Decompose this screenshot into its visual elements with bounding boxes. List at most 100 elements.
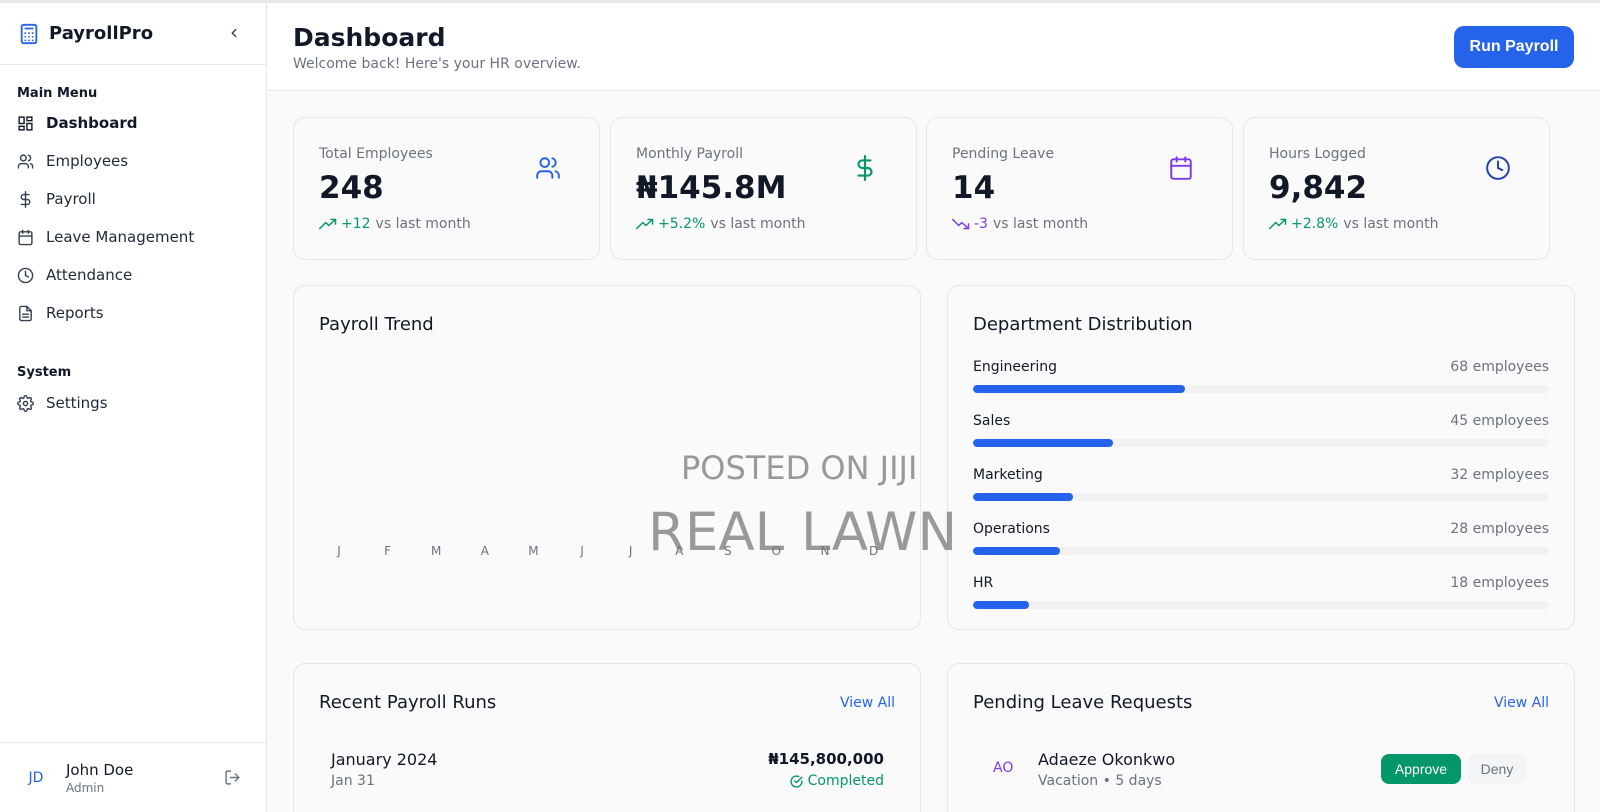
department-distribution-panel: Department Distribution Engineering 68 em… xyxy=(947,285,1575,630)
progress-fill xyxy=(973,547,1061,555)
stat-trend-text: vs last month xyxy=(710,216,806,232)
panel-title: Payroll Trend xyxy=(319,314,434,335)
stat-label: Hours Logged xyxy=(1269,146,1366,162)
department-row: Operations 28 employees xyxy=(973,521,1549,561)
check-circle-icon xyxy=(790,774,803,788)
gear-icon xyxy=(17,394,34,412)
month-label: J xyxy=(337,544,341,558)
stat-delta: +2.8% xyxy=(1291,216,1339,232)
user-info: John Doe Admin xyxy=(66,761,133,795)
panel-title: Recent Payroll Runs xyxy=(319,692,497,713)
stat-value: 9,842 xyxy=(1269,170,1368,206)
progress-track xyxy=(973,439,1549,447)
stat-card-pending-leave: Pending Leave 14 -3 vs last month xyxy=(926,117,1233,260)
sidebar-item-leave-management[interactable]: Leave Management xyxy=(0,220,266,254)
trending-down-icon xyxy=(952,218,970,230)
stat-value: 248 xyxy=(319,170,384,206)
month-label: N xyxy=(820,544,830,558)
top-border xyxy=(0,0,1600,3)
calculator-icon xyxy=(18,23,40,45)
stat-value: ₦145.8M xyxy=(636,170,787,206)
clock-icon xyxy=(17,267,34,284)
deny-button[interactable]: Deny xyxy=(1468,754,1526,784)
calendar-icon xyxy=(1168,155,1194,181)
month-label: M xyxy=(431,544,442,558)
sidebar-item-attendance[interactable]: Attendance xyxy=(0,258,266,292)
sidebar-item-payroll[interactable]: Payroll xyxy=(0,182,266,216)
stat-card-hours-logged: Hours Logged 9,842 +2.8% vs last month xyxy=(1243,117,1550,260)
logout-icon[interactable] xyxy=(224,769,242,787)
sidebar-item-label: Employees xyxy=(46,152,129,170)
progress-track xyxy=(973,547,1549,555)
sidebar-item-reports[interactable]: Reports xyxy=(0,296,266,330)
progress-fill xyxy=(973,385,1185,393)
dollar-icon xyxy=(852,155,878,181)
main-menu-label: Main Menu xyxy=(17,86,98,101)
panel-title: Pending Leave Requests xyxy=(973,692,1193,713)
system-label: System xyxy=(17,365,72,380)
stat-label: Pending Leave xyxy=(952,146,1055,162)
month-label: D xyxy=(868,544,879,558)
user-profile[interactable]: JD John Doe Admin xyxy=(0,742,266,812)
sidebar-item-dashboard[interactable]: Dashboard xyxy=(0,106,266,140)
progress-fill xyxy=(973,439,1114,447)
stat-trend: +5.2% vs last month xyxy=(636,216,805,232)
view-all-link[interactable]: View All xyxy=(839,695,895,711)
users-icon xyxy=(17,153,34,170)
trending-up-icon xyxy=(1269,218,1287,230)
month-label: O xyxy=(771,544,782,558)
run-payroll-button[interactable]: Run Payroll xyxy=(1454,26,1574,68)
approve-button[interactable]: Approve xyxy=(1381,754,1461,784)
run-period: January 2024 xyxy=(331,750,438,769)
users-icon xyxy=(535,155,561,181)
view-all-link[interactable]: View All xyxy=(1493,695,1549,711)
stat-delta: -3 xyxy=(974,216,988,232)
stat-card-total-employees: Total Employees 248 +12 vs last month xyxy=(293,117,600,260)
sidebar-item-label: Attendance xyxy=(46,266,133,284)
month-label: J xyxy=(628,544,633,558)
department-count: 32 employees xyxy=(1450,467,1549,483)
department-name: HR xyxy=(973,575,994,591)
user-name: John Doe xyxy=(66,760,134,779)
progress-fill xyxy=(973,493,1073,501)
month-label: A xyxy=(480,544,489,558)
department-name: Marketing xyxy=(973,467,1043,483)
chevron-left-icon xyxy=(231,28,237,38)
stat-label: Total Employees xyxy=(319,146,433,162)
status-text: Completed xyxy=(807,773,884,789)
stat-card-monthly-payroll: Monthly Payroll ₦145.8M +5.2% vs last mo… xyxy=(610,117,917,260)
sidebar-item-employees[interactable]: Employees xyxy=(0,144,266,178)
trending-up-icon xyxy=(319,218,337,230)
stat-delta: +5.2% xyxy=(658,216,706,232)
sidebar-item-label: Reports xyxy=(46,304,104,322)
department-row: HR 18 employees xyxy=(973,575,1549,615)
progress-track xyxy=(973,493,1549,501)
stat-trend-text: vs last month xyxy=(1343,216,1439,232)
department-count: 68 employees xyxy=(1450,359,1549,375)
avatar: JD xyxy=(28,769,44,786)
month-label: J xyxy=(580,544,584,558)
grid-icon xyxy=(17,115,34,132)
sidebar: PayrollPro Main Menu Dashboard Employees… xyxy=(0,3,267,812)
calendar-icon xyxy=(17,229,34,246)
pending-leave-requests-panel: Pending Leave Requests View All AO Adaez… xyxy=(947,663,1575,812)
dollar-icon xyxy=(17,190,34,208)
collapse-sidebar-button[interactable] xyxy=(224,23,244,43)
stat-trend-text: vs last month xyxy=(992,216,1089,232)
page-header: Dashboard Welcome back! Here's your HR o… xyxy=(267,3,1600,91)
department-row: Sales 45 employees xyxy=(973,413,1549,453)
clock-icon xyxy=(1485,155,1511,181)
run-date: Jan 31 xyxy=(331,773,375,789)
department-count: 18 employees xyxy=(1450,575,1549,591)
run-amount: ₦145,800,000 xyxy=(768,750,884,768)
stat-value: 14 xyxy=(952,170,996,206)
month-label: M xyxy=(528,544,539,558)
department-count: 45 employees xyxy=(1450,413,1549,429)
month-label: A xyxy=(675,544,684,558)
status-badge: Completed xyxy=(790,773,884,789)
sidebar-item-settings[interactable]: Settings xyxy=(0,386,266,420)
month-label: S xyxy=(723,544,732,558)
avatar: AO xyxy=(993,760,1014,776)
stat-label: Monthly Payroll xyxy=(636,146,743,162)
user-role: Admin xyxy=(66,780,105,795)
